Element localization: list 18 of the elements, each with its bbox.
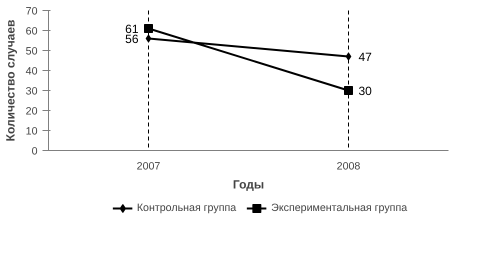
y-tick-label: 0 bbox=[32, 146, 38, 158]
x-tick-label: 2008 bbox=[336, 160, 360, 172]
y-tick-label: 50 bbox=[26, 46, 38, 58]
legend-label: Экспериментальная группа bbox=[271, 202, 408, 214]
y-tick-label: 10 bbox=[26, 126, 38, 138]
data-label: 30 bbox=[358, 84, 372, 98]
y-tick-label: 60 bbox=[26, 26, 38, 38]
point bbox=[144, 24, 153, 33]
y-tick-label: 20 bbox=[26, 106, 38, 118]
x-axis-title: Годы bbox=[232, 178, 264, 192]
y-axis-title: Количество случаев bbox=[4, 20, 18, 142]
data-label: 47 bbox=[358, 50, 372, 64]
y-tick-label: 70 bbox=[26, 6, 38, 18]
y-tick-label: 30 bbox=[26, 86, 38, 98]
y-tick-label: 40 bbox=[26, 66, 38, 78]
point bbox=[344, 86, 353, 95]
legend-label: Контрольная группа bbox=[136, 202, 236, 214]
x-tick-label: 2007 bbox=[136, 160, 160, 172]
